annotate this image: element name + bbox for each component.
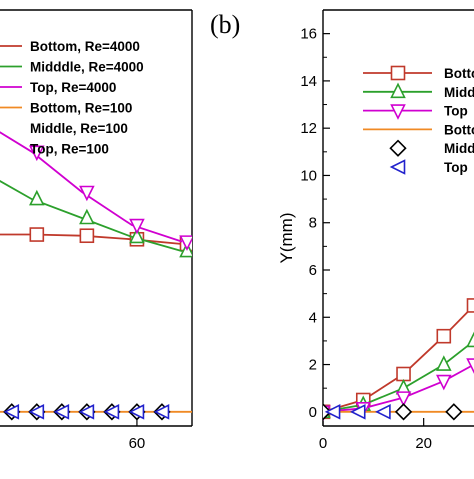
bottom-re-4000-marker (468, 299, 474, 312)
panel-b-label: (b) (210, 10, 240, 39)
bottom-re-4000-marker (80, 229, 93, 242)
panel-b-y-tick-label: 10 (300, 167, 317, 184)
legend-b-middle-re-100-label: Midd (444, 141, 474, 156)
midddle-re-4000-marker (80, 211, 93, 224)
panel-b-y-tick-label: 12 (300, 120, 317, 137)
panel-b-y-tick-label: 8 (309, 215, 317, 232)
panel-b-y-tick-label: 2 (309, 357, 317, 374)
legend-a-top-re-100-label: Top, Re=100 (30, 142, 109, 157)
midddle-re-4000-marker (437, 357, 450, 370)
panel-b-y-tick-label: 14 (300, 73, 317, 90)
legend-b-bottom-re-100-label: Botto (444, 122, 474, 137)
panel-b-y-tick-label: 0 (309, 404, 317, 421)
legend-b-top-re-4000-label: Top (444, 104, 468, 119)
panel-b-y-tick-label: 6 (309, 262, 317, 279)
legend-a-bottom-re-4000-label: Bottom, Re=4000 (30, 39, 140, 54)
panel-b-y-axis-label: Y(mm) (277, 213, 296, 264)
panel-a-x-tick-label: 60 (129, 435, 146, 452)
legend-b-middle-re-100-marker (391, 141, 406, 156)
legend-b-top-re-4000-marker (392, 105, 405, 118)
legend-b-midddle-re-4000-label: Midd (444, 85, 474, 100)
legend-a-midddle-re-4000-label: Midddle, Re=4000 (30, 60, 144, 75)
midddle-re-4000-marker (468, 333, 474, 346)
bottom-re-4000-marker (30, 228, 43, 241)
midddle-re-4000-marker (30, 192, 43, 205)
legend-b-bottom-re-4000-marker (392, 67, 405, 80)
legend-b-top-re-100-marker (392, 161, 405, 174)
legend-a-top-re-4000-label: Top, Re=4000 (30, 80, 116, 95)
panel-b-x-tick-label: 0 (319, 435, 327, 452)
panel-b-y-tick-label: 4 (309, 309, 317, 326)
legend-b-bottom-re-4000-label: Botto (444, 66, 474, 81)
panel-b-legend: Botto Midd Top Botto Midd Top (363, 66, 474, 175)
chart-panel-a: Bottom, Re=4000 Midddle, Re=4000 Top, Re=4… (0, 10, 193, 452)
top-re-100-marker (377, 405, 390, 418)
top-re-4000-marker (468, 359, 474, 372)
bottom-re-4000-marker (437, 330, 450, 343)
panel-a-legend: Bottom, Re=4000 Midddle, Re=4000 Top, Re=4… (0, 39, 144, 157)
panel-b-x-tick-label: 20 (415, 435, 432, 452)
bottom-re-4000-marker (397, 368, 410, 381)
middle-re-100-marker (446, 404, 461, 419)
legend-b-top-re-100-label: Top (444, 160, 468, 175)
panel-b-y-tick-label: 16 (300, 26, 317, 43)
legend-a-middle-re-100-label: Middle, Re=100 (30, 121, 128, 136)
middle-re-100-marker (396, 404, 411, 419)
legend-a-bottom-re-100-label: Bottom, Re=100 (30, 101, 132, 116)
legend-b-midddle-re-4000-marker (392, 84, 405, 97)
